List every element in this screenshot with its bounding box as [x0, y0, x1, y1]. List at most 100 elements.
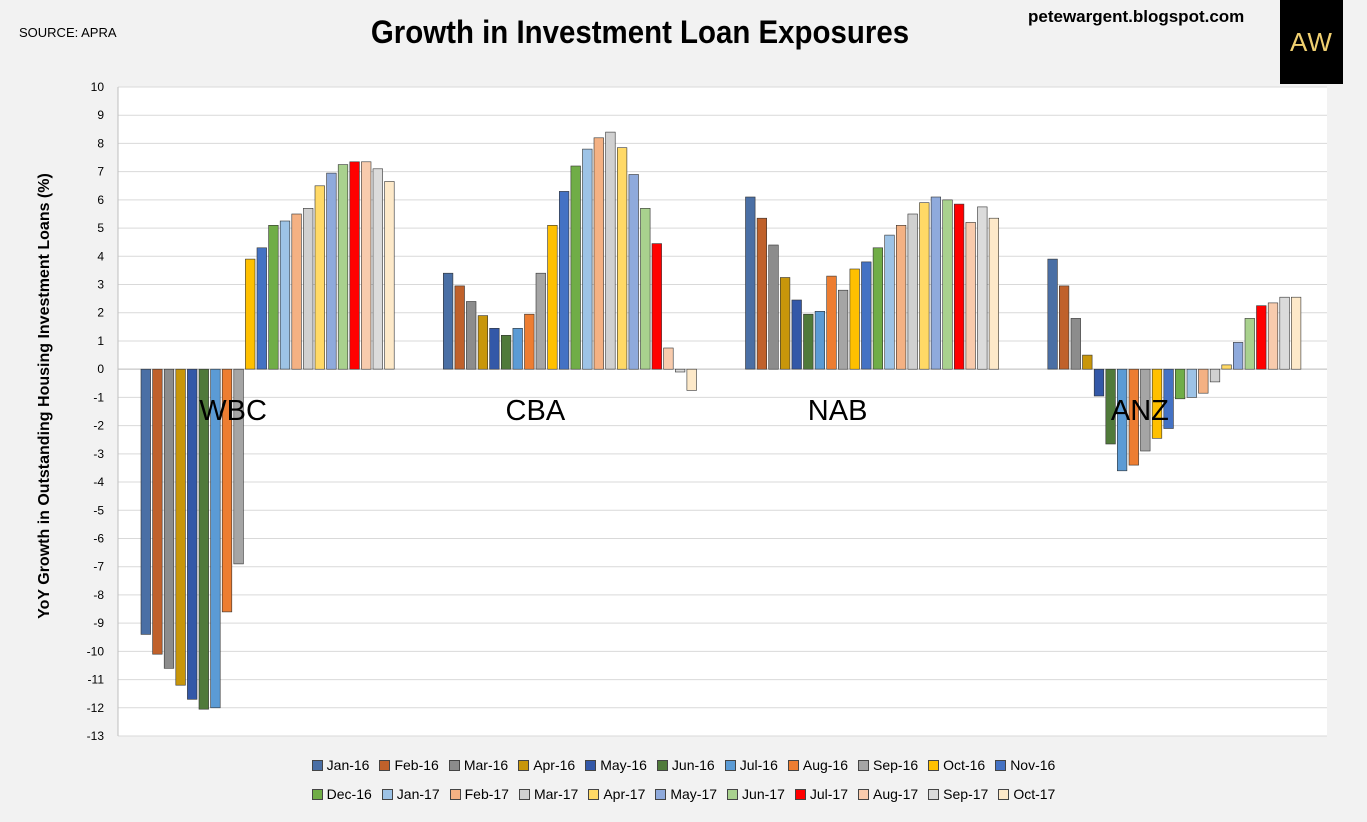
- bar-wbc-feb-16: [152, 368, 163, 655]
- blog-url: petewargent.blogspot.com: [1028, 7, 1245, 26]
- legend-item: Jun-17: [727, 786, 785, 802]
- legend-swatch: [655, 788, 667, 800]
- bar-anz-jun-16: [1105, 368, 1116, 445]
- bar-wbc-aug-16: [221, 368, 233, 613]
- bar-wbc-jul-17: [349, 161, 360, 370]
- legend-swatch: [787, 759, 799, 771]
- bar-cba-mar-16: [466, 301, 477, 370]
- bar-wbc-mar-16: [163, 368, 175, 669]
- legend-label: May-17: [670, 786, 718, 802]
- bar-nab-aug-16: [826, 275, 837, 370]
- bar-wbc-sep-16: [233, 368, 244, 565]
- bar-nab-mar-17: [907, 213, 918, 370]
- bar-anz-feb-17: [1198, 368, 1209, 394]
- legend-label: Oct-16: [943, 757, 986, 773]
- legend-swatch: [379, 759, 391, 771]
- bar-nab-feb-17: [895, 225, 907, 370]
- bar-nab-mar-16: [768, 244, 779, 370]
- bar-nab-jun-16: [803, 313, 814, 370]
- category-label: WBC: [199, 395, 267, 427]
- bar-anz-jan-17: [1186, 368, 1197, 398]
- legend-item: Apr-16: [518, 757, 575, 773]
- bar-cba-jun-17: [640, 208, 651, 370]
- bar-nab-jun-17: [942, 199, 953, 370]
- legend-label: Apr-17: [603, 786, 646, 802]
- bar-anz-nov-16: [1163, 368, 1174, 429]
- bar-cba-feb-16: [454, 285, 465, 370]
- y-tick-label: -11: [88, 673, 105, 687]
- bar-anz-mar-17: [1209, 368, 1221, 383]
- legend-item: Oct-17: [998, 786, 1055, 802]
- legend-swatch: [518, 759, 530, 771]
- bar-nab-oct-17: [988, 217, 999, 370]
- y-tick-label: -13: [87, 729, 105, 743]
- bar-cba-mar-17: [605, 131, 616, 370]
- legend-item: Nov-16: [995, 757, 1055, 773]
- legend-swatch: [928, 759, 940, 771]
- category-label: NAB: [808, 395, 868, 427]
- legend-label: Aug-16: [802, 757, 849, 773]
- bar-anz-dec-16: [1175, 368, 1186, 400]
- bar-cba-apr-16: [477, 315, 489, 370]
- legend-item: Mar-17: [518, 786, 578, 802]
- legend-item: Jul-17: [794, 786, 848, 802]
- bar-anz-apr-16: [1082, 354, 1093, 370]
- legend-label: Sep-16: [873, 757, 919, 773]
- legend-row: Jan-16 Feb-16 Mar-16 Apr-16 May-16 Jun-16 Jul-…: [0, 757, 1367, 773]
- legend-swatch: [588, 788, 600, 800]
- legend-item: Jan-17: [381, 786, 440, 802]
- bar-cba-may-16: [489, 327, 500, 370]
- bar-wbc-nov-16: [256, 247, 267, 370]
- bar-nab-jan-17: [884, 234, 895, 370]
- bar-nab-sep-16: [837, 289, 849, 370]
- legend-swatch: [794, 788, 806, 800]
- legend-item: Jan-16: [311, 757, 369, 773]
- bar-wbc-oct-16: [245, 258, 256, 370]
- chart-title: Growth in Investment Loan Exposures: [370, 14, 910, 50]
- bar-nab-feb-16: [756, 217, 767, 370]
- bar-cba-apr-17: [616, 147, 628, 370]
- y-tick-label: 8: [97, 136, 104, 150]
- legend-label: Mar-16: [463, 757, 509, 773]
- y-tick-label: -8: [93, 588, 104, 602]
- legend-item: Sep-17: [928, 786, 988, 802]
- bar-wbc-jun-16: [198, 368, 209, 710]
- legend-label: Jun-16: [671, 757, 715, 773]
- bar-wbc-may-17: [326, 172, 337, 370]
- bar-cba-jan-16: [442, 272, 454, 370]
- y-tick-label: -7: [93, 560, 104, 574]
- legend-swatch: [998, 788, 1010, 800]
- bar-wbc-jul-16: [210, 368, 221, 709]
- legend-item: May-17: [655, 786, 717, 802]
- legend-swatch: [449, 788, 461, 800]
- legend-label: Jan-17: [396, 786, 440, 802]
- y-tick-label: 10: [91, 80, 105, 94]
- bar-cba-jul-16: [512, 327, 523, 370]
- legend-item: Feb-16: [379, 757, 439, 773]
- bar-wbc-mar-17: [303, 208, 314, 370]
- legend-label: Jul-16: [739, 757, 778, 773]
- bar-anz-mar-16: [1070, 318, 1081, 370]
- y-tick-label: 5: [97, 221, 104, 235]
- legend-swatch: [381, 788, 393, 800]
- legend-label: Nov-16: [1010, 757, 1056, 773]
- bar-cba-aug-16: [524, 313, 535, 370]
- legend-row: Dec-16 Jan-17 Feb-17 Mar-17 Apr-17 May-17 Jun-…: [0, 786, 1367, 802]
- legend-item: May-16: [585, 757, 647, 773]
- legend-item: Sep-16: [858, 757, 918, 773]
- legend-swatch: [585, 759, 597, 771]
- bar-cba-feb-17: [593, 137, 604, 370]
- legend-swatch: [448, 759, 460, 771]
- bar-wbc-apr-17: [314, 185, 325, 370]
- legend-item: Dec-16: [311, 786, 372, 802]
- y-tick-label: 6: [97, 193, 104, 207]
- legend-label: May-16: [600, 757, 647, 773]
- bar-wbc-apr-16: [175, 368, 186, 686]
- bar-cba-aug-17: [663, 347, 674, 370]
- bar-anz-jan-16: [1047, 258, 1058, 370]
- bar-wbc-dec-16: [268, 225, 279, 370]
- legend-item: Feb-17: [449, 786, 509, 802]
- legend-label: Aug-17: [873, 786, 919, 802]
- bar-anz-jul-16: [1117, 368, 1128, 472]
